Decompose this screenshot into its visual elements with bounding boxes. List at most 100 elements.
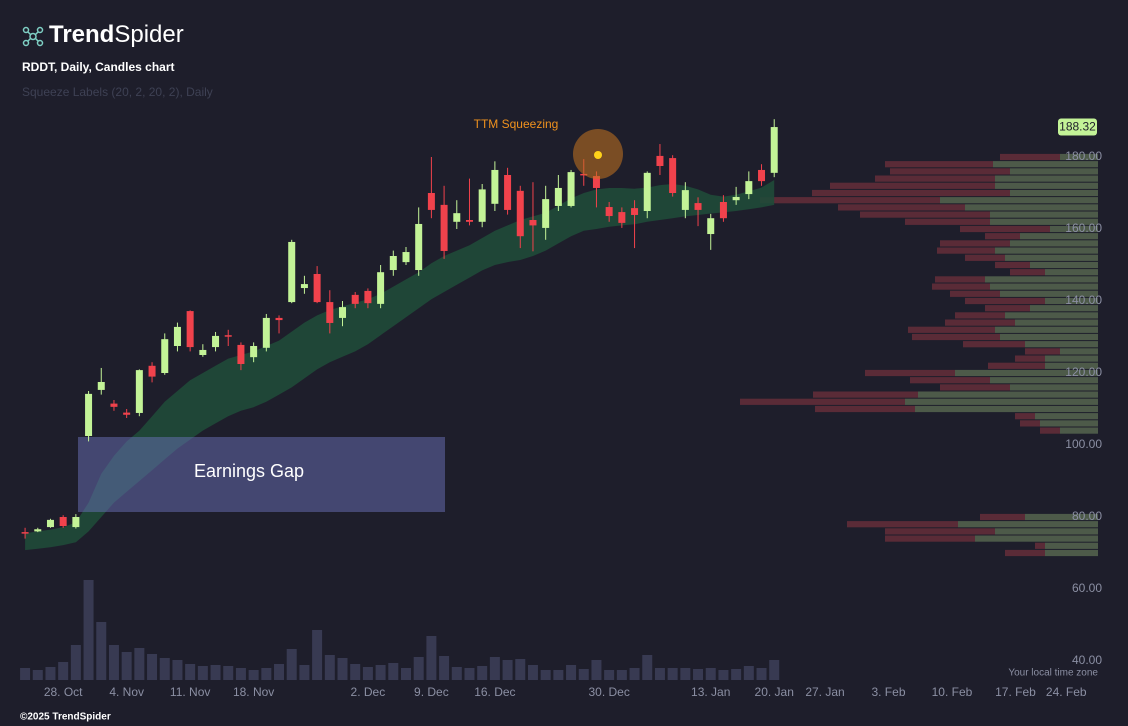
profile-buy [965,204,1098,211]
profile-buy [1040,420,1098,427]
last-price-box [1058,118,1097,136]
candle-body [605,207,613,217]
brand-bold: Trend [49,21,114,48]
profile-sell [885,528,995,535]
profile-buy [1060,348,1098,355]
x-tick-label: 28. Oct [44,685,83,699]
squeeze-label: TTM Squeezing [474,117,559,131]
candle-body [745,181,753,195]
candle-body [402,252,410,263]
y-tick-label: 140.00 [1065,293,1102,307]
volume-bar [20,668,31,680]
axes: 40.00 60.00 80.00 100.00 120.00 140.00 160.00 1… [44,118,1102,699]
profile-sell [932,283,990,290]
profile-sell [965,297,1045,305]
profile-sell [945,319,1015,326]
volume-bar [680,668,691,680]
profile-buy [1045,355,1098,362]
profile-sell [940,240,1010,247]
candle-body [389,256,397,271]
volume [20,580,780,680]
candle-body [212,335,220,348]
volume-profile [740,153,1098,557]
x-tick-label: 10. Feb [932,685,973,699]
y-tick-label: 160.00 [1065,221,1102,235]
profile-buy [1020,233,1098,240]
y-tick-label: 120.00 [1065,365,1102,379]
x-tick-label: 11. Nov [170,685,210,699]
profile-sell [1020,420,1040,427]
profile-buy [1005,312,1098,319]
profile-sell [815,405,915,413]
volume-bar [70,645,81,680]
profile-buy [1050,225,1098,233]
profile-buy [1045,362,1098,369]
volume-bar [451,667,462,680]
volume-bar [299,665,310,680]
volume-bar [718,670,729,680]
y-tick-label: 60.00 [1072,581,1102,595]
volume-bar [591,660,602,680]
volume-bar [426,636,437,680]
volume-bar [185,664,196,680]
x-tick-label: 24. Feb [1046,685,1087,699]
volume-bar [159,658,170,680]
candle-body [250,346,258,358]
candle-body [313,274,321,303]
profile-sell [965,254,1005,261]
volume-bar [362,667,373,680]
candle-body [453,213,461,222]
volume-bar [235,668,246,680]
profile-sell [1010,269,1045,276]
profile-sell [847,521,958,528]
profile-buy [1030,261,1098,269]
profile-sell [980,513,1025,521]
profile-sell [1000,153,1060,161]
profile-sell [985,305,1030,312]
profile-sell [940,384,1010,391]
candle-body [554,187,562,206]
candle-body [465,220,473,222]
profile-sell [912,333,1000,341]
profile-sell [950,290,1000,297]
candle-body [567,172,575,206]
profile-buy [1045,542,1098,549]
profile-buy [995,247,1098,254]
candle-body [351,294,359,304]
profile-buy [1010,189,1098,197]
volume-bar [629,668,640,680]
candle-body [618,212,626,223]
profile-sell [1040,427,1060,434]
volume-bar [654,668,665,680]
volume-bar [58,662,69,680]
x-tick-label: 13. Jan [691,685,730,699]
volume-bar [705,668,716,680]
brand-light: Spider [114,21,183,48]
volume-bar [616,670,627,680]
profile-sell [813,391,918,398]
candle-body [326,302,334,323]
volume-bar [743,666,754,680]
candle-body [161,339,169,373]
x-tick-label: 27. Jan [805,685,844,699]
candle-body [300,284,308,289]
profile-sell [960,225,1050,233]
candle-body [631,208,639,215]
x-tick-label: 30. Dec [588,685,629,699]
candle-body [770,127,778,173]
volume-bar [693,669,704,680]
profile-buy [1045,269,1098,276]
volume-bar [642,655,653,680]
volume-bar [400,668,411,680]
gap-box [78,437,445,512]
profile-sell [860,211,990,218]
x-tick-label: 9. Dec [414,685,449,699]
x-tick-label: 3. Feb [871,685,905,699]
volume-bar [147,654,158,680]
candle-body [529,220,537,226]
candle-body [72,517,80,528]
brand: TrendSpider [49,21,184,48]
profile-buy [1035,413,1098,420]
profile-buy [1025,341,1098,348]
